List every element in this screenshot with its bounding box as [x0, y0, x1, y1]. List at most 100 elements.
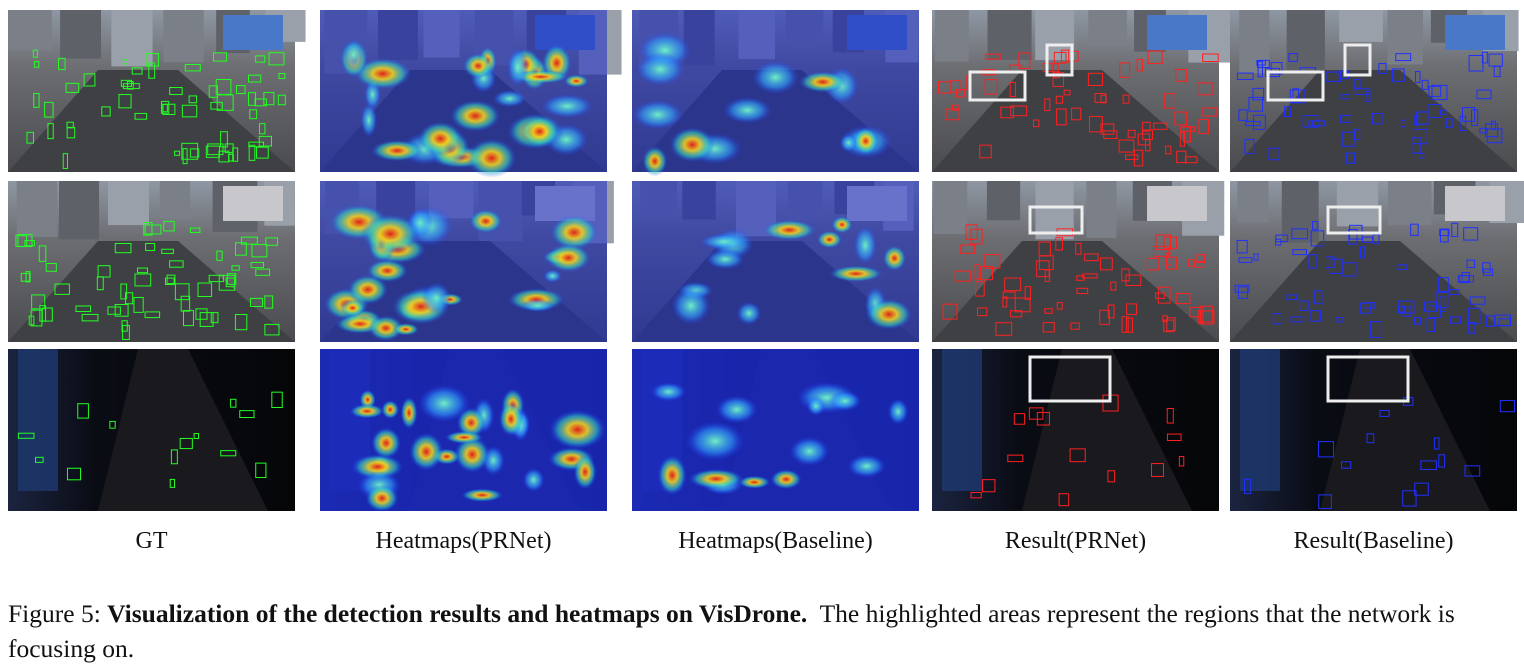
- detection-box: [1076, 287, 1089, 295]
- detection-box: [1166, 317, 1176, 332]
- heat-blob: [642, 146, 668, 177]
- road: [8, 241, 295, 342]
- detection-box: [215, 78, 232, 95]
- heat-blob: [347, 274, 389, 305]
- detection-box: [236, 85, 246, 95]
- heat-blob: [828, 390, 862, 412]
- detection-box: [938, 81, 952, 94]
- detection-box: [952, 104, 959, 111]
- detection-box: [1010, 310, 1023, 318]
- billboard: [223, 186, 283, 221]
- detection-box: [970, 492, 982, 499]
- building: [1088, 10, 1127, 46]
- detection-box: [1053, 51, 1067, 64]
- detection-box: [1163, 236, 1177, 250]
- building: [987, 10, 1032, 60]
- building-lights: [942, 349, 982, 491]
- detection-box: [136, 267, 148, 274]
- detection-box: [1198, 118, 1209, 134]
- detection-box: [1162, 315, 1168, 323]
- detection-box: [1070, 322, 1080, 330]
- detection-box: [1184, 156, 1198, 164]
- caption-title: Visualization of the detection results a…: [107, 599, 808, 628]
- heat-blob: [550, 214, 599, 250]
- detection-box: [1421, 79, 1429, 90]
- detection-box: [239, 410, 255, 419]
- detection-box: [984, 79, 998, 95]
- heat-blob: [409, 432, 444, 471]
- detection-box: [1396, 264, 1408, 270]
- heat-blob: [353, 57, 412, 90]
- detection-box: [109, 420, 116, 429]
- heat-blob: [371, 139, 424, 162]
- heat-blob: [400, 396, 418, 430]
- image-panel: [631, 10, 919, 177]
- detection-box: [77, 403, 89, 419]
- detection-box: [1431, 84, 1448, 101]
- detection-box: [118, 94, 132, 109]
- heat-blob: [722, 97, 772, 124]
- heat-blob: [463, 53, 494, 79]
- detection-box: [122, 83, 140, 90]
- detection-box: [1122, 94, 1130, 104]
- detection-box: [249, 109, 258, 120]
- detection-box: [1420, 460, 1437, 471]
- detection-box: [1155, 292, 1165, 299]
- highlight-box: [1028, 205, 1084, 235]
- detection-box: [54, 283, 70, 295]
- detection-box: [1252, 114, 1266, 130]
- detection-box: [1378, 62, 1387, 75]
- heat-blob: [806, 396, 825, 416]
- heat-blob: [469, 209, 503, 234]
- heat-blob: [340, 299, 365, 317]
- detection-box: [1414, 115, 1420, 126]
- detection-box: [1366, 433, 1375, 444]
- heat-blob: [887, 398, 909, 425]
- heat-blob: [381, 400, 400, 420]
- highlight-box: [1343, 43, 1372, 77]
- detection-box: [248, 74, 262, 83]
- detection-box: [174, 150, 181, 156]
- detection-box: [1288, 52, 1298, 62]
- detection-box: [1415, 111, 1430, 125]
- detection-box: [1036, 260, 1050, 278]
- heat-blob: [349, 404, 385, 419]
- detection-box: [133, 296, 144, 313]
- detection-box: [1451, 222, 1459, 238]
- detection-box: [145, 243, 156, 252]
- detection-box: [1360, 246, 1366, 259]
- detection-box: [1257, 61, 1263, 78]
- heat-blob: [522, 467, 545, 492]
- detection-box: [47, 123, 54, 140]
- detection-box: [15, 234, 28, 247]
- detection-box: [1290, 316, 1305, 323]
- detection-box: [1197, 82, 1213, 96]
- detection-box: [1032, 119, 1040, 128]
- detection-box: [66, 467, 82, 481]
- column-label: Result(PRNet): [1004, 528, 1147, 554]
- detection-box: [45, 262, 57, 272]
- heat-blob: [498, 401, 524, 437]
- detection-box: [954, 270, 971, 282]
- heat-blob: [751, 60, 799, 95]
- detection-box: [1499, 399, 1515, 413]
- road: [932, 241, 1219, 342]
- detection-box: [970, 228, 983, 245]
- detection-box: [1038, 241, 1051, 257]
- detection-box: [207, 143, 224, 156]
- caption: Figure 5: Visualization of the detection…: [8, 596, 1522, 666]
- detection-box: [197, 282, 213, 298]
- building: [933, 181, 968, 234]
- heat-blob: [688, 468, 744, 489]
- detection-box: [228, 153, 234, 162]
- column-label: Heatmaps(PRNet): [375, 528, 552, 554]
- heat-blob: [492, 89, 527, 108]
- detection-box: [265, 237, 279, 246]
- building: [108, 181, 149, 226]
- detection-box: [26, 131, 34, 144]
- detection-box: [62, 153, 68, 169]
- detection-box: [264, 323, 280, 336]
- detection-box: [1238, 109, 1248, 121]
- detection-box: [1310, 310, 1321, 322]
- detection-box: [166, 274, 176, 285]
